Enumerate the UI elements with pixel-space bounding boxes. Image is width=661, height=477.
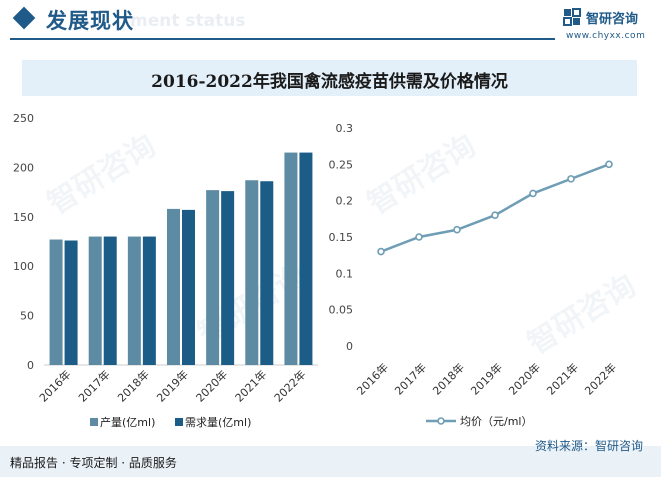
source-note: 资料来源：智研咨询 bbox=[535, 439, 644, 453]
legend-label: 产量(亿ml) bbox=[100, 415, 155, 429]
bar-production bbox=[49, 239, 63, 365]
chart-title-box: 2016-2022年我国禽流感疫苗供需及价格情况 bbox=[22, 60, 637, 96]
page-footer: 精品报告 · 专项定制 · 品质服务 资料来源：智研咨询 bbox=[0, 439, 661, 477]
bar-demand bbox=[260, 181, 274, 365]
header-divider bbox=[10, 38, 555, 40]
y-tick-label: 0 bbox=[346, 340, 353, 353]
bar-chart: 0 50 100 150 200 250 2016年 2017年 2018年 2019年 2020年… bbox=[13, 112, 318, 429]
brand-logo-icon bbox=[563, 8, 581, 26]
x-tick-label: 2018年 bbox=[430, 360, 467, 397]
bar-demand bbox=[221, 191, 235, 365]
bar-production bbox=[245, 180, 259, 365]
x-tick-label: 2022年 bbox=[271, 367, 308, 404]
price-point bbox=[605, 160, 613, 169]
price-point bbox=[377, 247, 385, 256]
legend-label: 需求量(亿ml) bbox=[185, 416, 251, 429]
price-point bbox=[491, 211, 499, 219]
bar-demand bbox=[142, 236, 156, 365]
y-tick-label: 100 bbox=[13, 260, 34, 273]
y-tick-label: 0.25 bbox=[329, 158, 354, 171]
bar-production bbox=[127, 236, 141, 365]
brand-url: www.chyxx.com bbox=[566, 31, 646, 41]
y-tick-label: 0.15 bbox=[329, 231, 354, 244]
legend-label: 均价（元/ml） bbox=[460, 415, 532, 428]
x-tick-label: 2020年 bbox=[506, 360, 543, 397]
bar-demand bbox=[103, 236, 117, 365]
x-tick-label: 2016年 bbox=[36, 367, 73, 404]
y-tick-label: 0.2 bbox=[336, 195, 354, 208]
legend-swatch bbox=[175, 418, 183, 426]
price-point bbox=[453, 225, 461, 234]
x-tick-label: 2020年 bbox=[193, 367, 230, 404]
y-tick-label: 0.1 bbox=[336, 267, 354, 280]
legend-swatch bbox=[90, 418, 98, 426]
bar-production bbox=[206, 190, 220, 365]
price-point bbox=[567, 175, 575, 183]
header-title: 发展现状 bbox=[46, 9, 134, 33]
x-tick-label: 2022年 bbox=[582, 360, 619, 397]
y-tick-label: 0.05 bbox=[329, 304, 354, 317]
bar-production bbox=[88, 236, 102, 365]
brand-logo-text: 智研咨询 bbox=[586, 12, 639, 27]
header-subtitle: ment status bbox=[130, 11, 246, 31]
bar-demand bbox=[64, 240, 78, 365]
x-tick-label: 2018年 bbox=[115, 367, 152, 404]
x-tick-label: 2019年 bbox=[154, 367, 191, 404]
page-header: ment status 发展现状 智研咨询 www.chyxx.com bbox=[0, 0, 661, 42]
y-tick-label: 0.3 bbox=[336, 122, 354, 135]
bar-demand bbox=[299, 152, 313, 365]
y-tick-label: 0 bbox=[27, 359, 34, 372]
y-tick-label: 50 bbox=[20, 310, 34, 323]
y-tick-label: 150 bbox=[13, 211, 34, 224]
y-tick-label: 250 bbox=[13, 112, 34, 125]
price-point bbox=[415, 233, 423, 241]
x-tick-label: 2017年 bbox=[392, 360, 429, 397]
bar-demand bbox=[182, 209, 195, 365]
x-tick-label: 2021年 bbox=[544, 360, 581, 397]
bar-production bbox=[284, 152, 298, 365]
price-point bbox=[529, 189, 537, 198]
price-line bbox=[380, 163, 610, 253]
y-tick-label: 200 bbox=[13, 161, 34, 174]
x-tick-label: 2019年 bbox=[468, 360, 505, 397]
bar-production bbox=[167, 208, 180, 365]
footer-tagline: 精品报告 · 专项定制 · 品质服务 bbox=[10, 456, 177, 470]
line-chart: 0 0.05 0.1 0.15 0.2 0.25 0.3 2016年 2017年 2018年 201… bbox=[329, 122, 620, 428]
legend-marker bbox=[437, 417, 445, 425]
x-tick-label: 2021年 bbox=[232, 367, 269, 404]
x-tick-label: 2017年 bbox=[75, 367, 112, 404]
chart-title: 2016-2022年我国禽流感疫苗供需及价格情况 bbox=[151, 72, 508, 92]
x-tick-label: 2016年 bbox=[354, 360, 391, 397]
